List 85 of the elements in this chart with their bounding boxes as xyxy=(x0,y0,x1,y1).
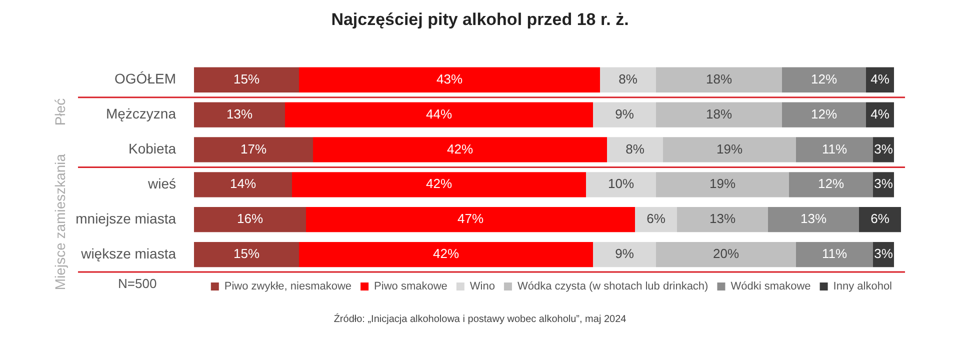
text: Płeć xyxy=(52,98,68,126)
bar xyxy=(796,242,873,268)
bar xyxy=(313,137,607,162)
bar xyxy=(796,137,873,162)
data-label: 9% xyxy=(615,106,634,122)
text: Źródło: „Inicjacja alkoholowa i postawy wobec alkoholu”, maj 2024 xyxy=(332,314,628,325)
bar xyxy=(859,207,901,232)
data-label: 47% xyxy=(457,211,484,226)
data-label: 6% xyxy=(646,211,666,226)
bar xyxy=(593,242,656,268)
bar xyxy=(866,102,894,128)
bar xyxy=(299,67,600,92)
bar xyxy=(656,242,796,268)
chart-title: Najczęściej pity alkohol przed 18 r. ż. xyxy=(330,10,630,30)
data-label: 42% xyxy=(432,246,460,262)
bar xyxy=(194,242,299,268)
legend-label: Wino xyxy=(470,280,495,293)
data-label: 4% xyxy=(870,71,890,86)
data-label: 6% xyxy=(870,211,890,226)
data-label: 19% xyxy=(716,141,743,156)
data-label: 20% xyxy=(712,246,740,262)
bar xyxy=(635,207,677,232)
data-label: 11% xyxy=(822,246,848,262)
bar xyxy=(194,67,299,92)
bar xyxy=(194,102,285,128)
bar xyxy=(768,207,859,232)
data-label: 12% xyxy=(810,71,838,86)
data-label: 16% xyxy=(236,211,264,226)
y-tick-label: Mężczyzna xyxy=(106,106,176,122)
bar xyxy=(306,207,635,232)
bar xyxy=(656,67,782,92)
data-label: 13% xyxy=(226,106,253,122)
bar xyxy=(789,172,873,198)
data-label: 11% xyxy=(822,141,848,156)
data-label: 4% xyxy=(870,106,890,122)
bar xyxy=(292,172,586,198)
data-label: 9% xyxy=(615,246,634,262)
data-label: 18% xyxy=(706,106,732,122)
y-tick-label: mniejsze miasta xyxy=(76,210,176,226)
data-label: 13% xyxy=(709,211,736,226)
bar xyxy=(194,137,313,162)
bar xyxy=(677,207,768,232)
bar xyxy=(656,172,789,198)
bar xyxy=(285,102,593,128)
data-label: 3% xyxy=(874,246,894,262)
legend-label: Wódka czysta (w shotach lub drinkach) xyxy=(517,280,708,293)
data-label: 19% xyxy=(709,176,736,192)
bar xyxy=(194,207,306,232)
data-label: 14% xyxy=(230,176,256,192)
bar xyxy=(194,172,292,198)
bar xyxy=(593,102,656,128)
y-tick-label: Kobieta xyxy=(128,140,176,157)
data-label: 8% xyxy=(618,71,638,86)
data-label: 10% xyxy=(608,176,634,192)
bar xyxy=(782,102,866,128)
bar xyxy=(663,137,796,162)
data-label: 12% xyxy=(810,106,838,122)
data-label: 8% xyxy=(626,141,645,156)
bar xyxy=(600,67,656,92)
legend-label: Inny alkohol xyxy=(833,280,892,293)
bar xyxy=(782,67,866,92)
legend-label: Piwo zwykłe, niesmakowe xyxy=(224,280,352,293)
y-tick-label: OGÓŁEM xyxy=(114,70,176,87)
data-label: 15% xyxy=(233,246,260,262)
data-label: 15% xyxy=(233,71,260,86)
data-label: 44% xyxy=(426,106,452,122)
data-label: 42% xyxy=(446,141,474,156)
data-label: 13% xyxy=(800,211,827,226)
data-label: 3% xyxy=(874,141,894,156)
legend-label: Wódki smakowe xyxy=(730,280,811,293)
bar xyxy=(299,242,593,268)
data-label: 42% xyxy=(426,176,452,192)
text: N=500 xyxy=(118,276,157,291)
bar xyxy=(586,172,656,198)
data-label: 12% xyxy=(818,176,844,192)
bar xyxy=(656,102,782,128)
data-label: 3% xyxy=(874,176,894,192)
legend-label: Piwo smakowe xyxy=(374,280,448,293)
data-label: 17% xyxy=(240,141,267,156)
data-label: 43% xyxy=(436,71,463,86)
y-tick-label: wieś xyxy=(146,176,176,192)
text: Miejsce zamieszkania xyxy=(52,154,68,290)
bar xyxy=(607,137,663,162)
data-label: 18% xyxy=(706,71,732,86)
y-tick-label: większe miasta xyxy=(80,245,176,262)
